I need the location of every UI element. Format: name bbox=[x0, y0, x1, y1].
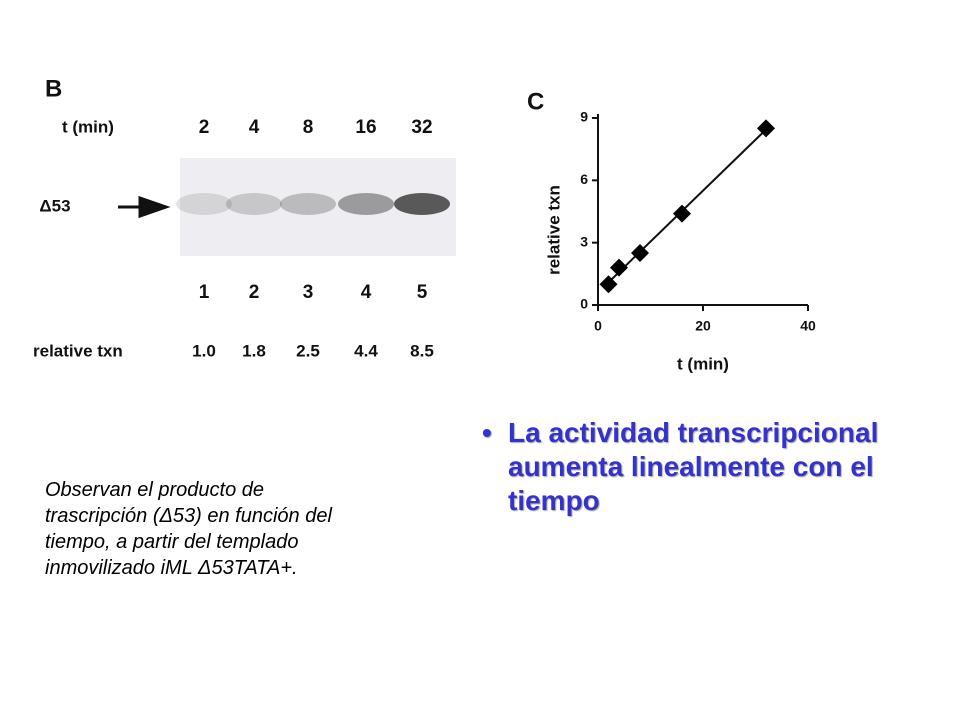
lane-label: 4 bbox=[361, 282, 372, 303]
relative-value: 4.4 bbox=[354, 341, 378, 360]
gel-band bbox=[226, 193, 282, 215]
gel-band bbox=[394, 193, 450, 215]
gel-band bbox=[338, 193, 394, 215]
lane-label: 2 bbox=[249, 282, 260, 303]
caption: Observan el producto de trascripción (Δ53… bbox=[45, 477, 332, 581]
caption-line: inmovilizado iML Δ53TATA+. bbox=[45, 557, 298, 579]
point bbox=[673, 204, 691, 223]
arrow bbox=[118, 195, 171, 219]
bullet-text: La actividad transcripcional aumenta lin… bbox=[508, 416, 928, 518]
row-header: t (min) bbox=[62, 117, 114, 136]
gel-band bbox=[280, 193, 336, 215]
y-tick-label: 3 bbox=[580, 233, 588, 249]
time-label: 4 bbox=[249, 117, 260, 138]
relative-value: 1.0 bbox=[192, 341, 216, 360]
y-tick-label: 9 bbox=[580, 109, 588, 125]
gel-band bbox=[176, 193, 232, 215]
row-header: relative txn bbox=[33, 341, 123, 360]
lane-label: 5 bbox=[417, 282, 428, 303]
y-axis-label: relative txn bbox=[544, 185, 563, 275]
caption-line: trascripción (Δ53) en función del bbox=[45, 505, 332, 527]
caption-line: Observan el producto de bbox=[45, 479, 265, 501]
x-axis-label: t (min) bbox=[677, 354, 729, 373]
panel-label: C bbox=[527, 88, 544, 115]
point bbox=[599, 275, 618, 294]
time-label: 2 bbox=[199, 117, 210, 138]
y-tick-label: 0 bbox=[580, 296, 588, 312]
lane-label: 3 bbox=[303, 282, 314, 303]
point bbox=[757, 119, 775, 138]
relative-value: 1.8 bbox=[242, 341, 266, 360]
x-tick-label: 0 bbox=[594, 318, 602, 334]
relative-value: 8.5 bbox=[410, 341, 434, 360]
y-tick-label: 6 bbox=[580, 171, 588, 187]
relative-value: 2.5 bbox=[296, 341, 320, 360]
x-tick-label: 20 bbox=[695, 318, 711, 334]
time-label: 8 bbox=[303, 117, 314, 138]
lane-label: 1 bbox=[199, 282, 210, 303]
point bbox=[610, 258, 628, 277]
point bbox=[631, 244, 649, 263]
x-tick-label: 40 bbox=[800, 318, 816, 334]
fit-line bbox=[607, 128, 767, 284]
caption-line: tiempo, a partir del templado bbox=[45, 531, 299, 553]
band-label: Δ53 bbox=[39, 196, 70, 215]
bullet-list: La actividad transcripcional aumenta lin… bbox=[478, 416, 928, 518]
time-label: 16 bbox=[355, 117, 376, 138]
panel-label: B bbox=[45, 75, 62, 102]
time-label: 32 bbox=[411, 117, 432, 138]
